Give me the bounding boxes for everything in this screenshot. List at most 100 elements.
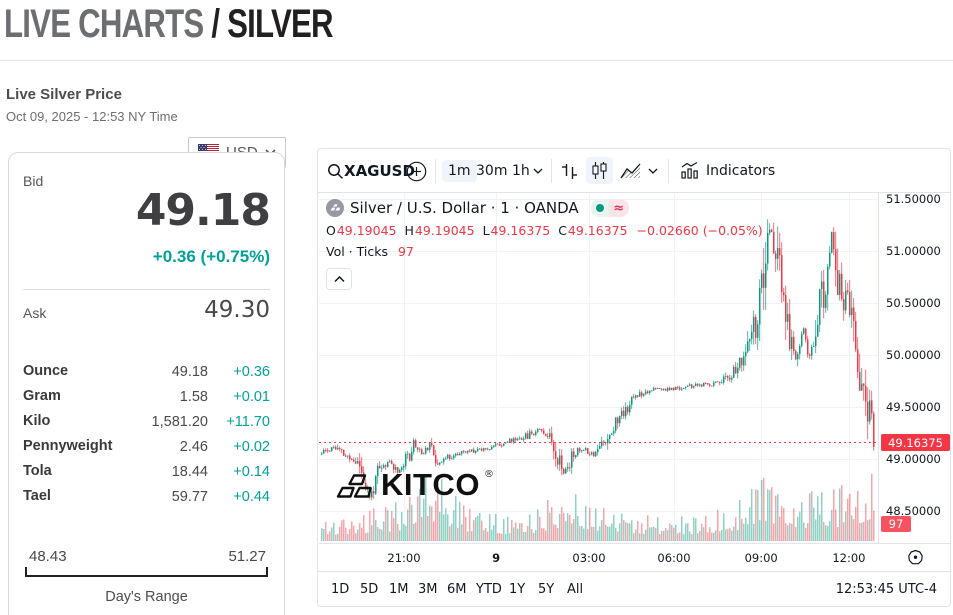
chart-clock[interactable]: 12:53:45 UTC-4	[835, 582, 937, 597]
time-tick-label: 21:00	[387, 551, 421, 565]
kitco-watermark-text: KITCO	[381, 467, 480, 502]
table-row: Pennyweight 2.46 +0.02	[9, 435, 284, 460]
chevron-down-icon	[533, 168, 543, 174]
quote-card: Bid 49.18 +0.36 (+0.75%) Ask 49.30 Ounce…	[8, 152, 285, 615]
price-tick-label: 48.50000	[886, 504, 941, 518]
price-tick-label: 51.50000	[886, 192, 941, 206]
price-tick-label: 49.00000	[886, 452, 941, 466]
chart-toolbar: XAGUSD 1m 30m 1h	[318, 149, 950, 193]
market-status[interactable]: ≈	[590, 199, 629, 217]
range-button-5y[interactable]: 5Y	[538, 582, 555, 597]
chart-style-candles-button[interactable]	[586, 157, 613, 184]
v-gridline	[673, 193, 675, 543]
h-gridline	[319, 459, 878, 460]
table-row: Tael 59.77 +0.44	[9, 485, 284, 510]
market-open-dot-icon	[590, 199, 609, 217]
interval-label: 1h	[512, 163, 530, 179]
interval-label: 1m	[442, 160, 477, 182]
indicators-label: Indicators	[706, 163, 776, 179]
range-button-1y[interactable]: 1Y	[509, 582, 526, 597]
bars-style-icon	[562, 163, 577, 179]
last-price-line	[319, 442, 878, 443]
day-range-label: Day's Range	[105, 589, 188, 605]
price-candles	[321, 219, 875, 501]
unit-label: Ounce	[23, 363, 69, 379]
chart-style-bars-button[interactable]	[560, 149, 579, 193]
plus-circle-icon	[406, 161, 427, 181]
chevron-down-icon	[648, 168, 658, 174]
chart-footer: 12:53:45 UTC-4 1D 5D 1M 3M 6M YTD 1Y 5Y All	[318, 571, 950, 607]
page-title-prefix: LIVE CHARTS	[4, 2, 212, 46]
unit-label: Tola	[23, 463, 52, 479]
toolbar-separator	[551, 159, 552, 183]
instrument-logo-icon	[326, 199, 344, 217]
toolbar-separator	[668, 159, 669, 183]
chart-legend: Silver / U.S. Dollar · 1 · OANDA ≈ O49.1…	[326, 199, 763, 290]
v-gridline	[848, 193, 850, 543]
range-button-3m[interactable]: 3M	[418, 582, 438, 597]
symbol-label[interactable]: XAGUSD	[344, 162, 415, 180]
ohlc-low-value: 49.16375	[490, 223, 551, 238]
style-menu-button[interactable]	[648, 149, 658, 193]
chart-widget: XAGUSD 1m 30m 1h	[317, 148, 951, 607]
h-gridline	[319, 303, 878, 304]
time-axis[interactable]: 21:00 9 03:00 06:00 09:00 12:00	[319, 543, 951, 571]
units-table: Ounce 49.18 +0.36 Gram 1.58 +0.01 Kilo 1,581.…	[9, 360, 284, 510]
h-gridline	[319, 251, 878, 252]
h-gridline	[319, 355, 878, 356]
table-row: Gram 1.58 +0.01	[9, 385, 284, 410]
unit-value: 49.18	[171, 364, 208, 380]
search-icon	[328, 163, 343, 179]
toolbar-separator	[435, 159, 436, 183]
volume-label: Vol · Ticks	[326, 244, 388, 259]
unit-value: 1,581.20	[151, 414, 208, 430]
time-tick-label: 09:00	[744, 551, 778, 565]
v-gridline	[588, 193, 590, 543]
legend-ohlc: O49.19045 H49.19045 L49.16375 C49.16375 …	[326, 223, 763, 238]
table-row: Ounce 49.18 +0.36	[9, 360, 284, 385]
header-divider	[0, 60, 953, 61]
ohlc-high-label: H	[404, 223, 414, 238]
price-tick-label: 49.50000	[886, 400, 941, 414]
unit-change: +0.36	[233, 364, 270, 380]
range-button-5d[interactable]: 5D	[360, 582, 379, 597]
range-button-1d[interactable]: 1D	[331, 582, 350, 597]
legend-collapse-button[interactable]	[326, 268, 352, 290]
ohlc-close-label: C	[558, 223, 567, 238]
axis-settings-button[interactable]	[907, 549, 924, 570]
chart-style-area-button[interactable]	[620, 149, 642, 193]
price-axis[interactable]: 49.16375 97 51.50000 51.00000 50.50000 50.0…	[878, 192, 951, 543]
page-title: LIVE CHARTS / SILVER	[4, 2, 334, 47]
ohlc-open-label: O	[326, 223, 336, 238]
unit-change: +0.14	[233, 464, 270, 480]
indicators-button[interactable]: Indicators	[680, 149, 775, 193]
interval-1h-button[interactable]: 1h	[506, 149, 536, 193]
area-style-icon	[620, 163, 641, 179]
quote-heading: Live Silver Price	[6, 86, 122, 103]
range-button-ytd[interactable]: YTD	[476, 582, 502, 597]
ohlc-close-value: 49.16375	[567, 223, 628, 238]
indicators-icon	[681, 161, 698, 179]
unit-value: 1.58	[179, 389, 208, 405]
interval-menu-button[interactable]	[533, 149, 543, 193]
ohlc-open-value: 49.19045	[336, 223, 397, 238]
symbol-search-button[interactable]	[327, 149, 344, 193]
approx-data-icon: ≈	[608, 199, 629, 217]
time-tick-label: 03:00	[572, 551, 606, 565]
h-gridline	[319, 511, 878, 512]
range-button-6m[interactable]: 6M	[447, 582, 467, 597]
interval-30m-button[interactable]: 30m	[470, 149, 513, 193]
chart-pane[interactable]: KITCO ®	[319, 193, 878, 543]
range-button-all[interactable]: All	[567, 582, 584, 597]
unit-change: +0.02	[233, 439, 270, 455]
compare-add-button[interactable]	[406, 149, 427, 193]
interval-1m-button[interactable]: 1m	[442, 149, 477, 193]
legend-title[interactable]: Silver / U.S. Dollar · 1 · OANDA	[350, 199, 579, 217]
range-button-1m[interactable]: 1M	[389, 582, 409, 597]
time-tick-label: 06:00	[657, 551, 691, 565]
gold-bars-icon	[336, 474, 372, 498]
price-tick-label: 50.50000	[886, 296, 941, 310]
ask-label: Ask	[23, 305, 47, 321]
table-row: Kilo 1,581.20 +11.70	[9, 410, 284, 435]
unit-change: +11.70	[226, 414, 270, 430]
